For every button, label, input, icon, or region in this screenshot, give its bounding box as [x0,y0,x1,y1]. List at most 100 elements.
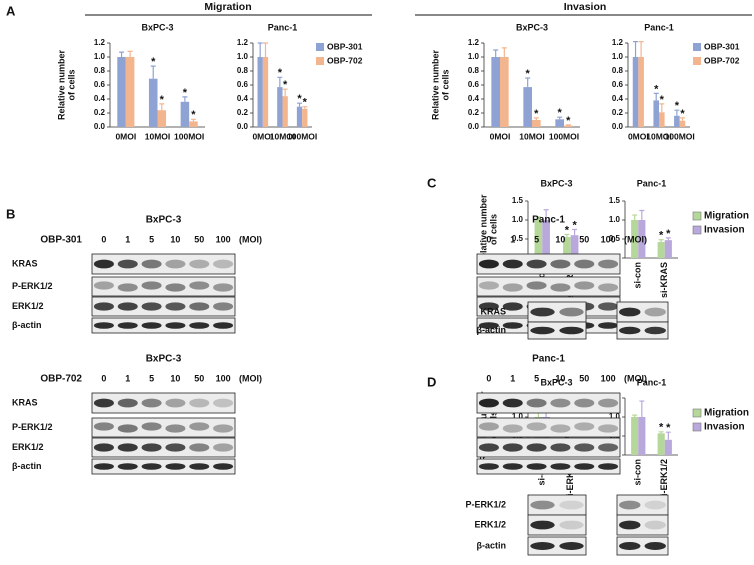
blot-band [526,463,547,470]
bar [296,106,303,127]
blot-band [502,463,523,470]
blot-band [213,259,234,269]
significance-star: * [680,108,685,120]
error-bar [565,124,571,126]
significance-star: * [675,100,680,112]
significance-star: * [278,67,283,79]
significance-star: * [151,56,156,68]
x-tick-label: 10MOI [646,131,672,141]
blot-band [141,322,162,329]
blot-strip [91,458,236,475]
blot-strip [616,514,669,536]
blot-band [117,424,138,433]
lane-label: 1 [510,234,515,244]
blot-row-label: P-ERK1/2 [12,422,53,432]
lane-label: 100 [216,373,231,383]
error-bar [659,103,665,113]
panel-label: C [427,175,437,190]
lane-label: 10 [555,234,565,244]
error-bar [277,76,283,88]
chart-title: BxPC-3 [516,22,548,32]
lane-label: 1 [510,373,515,383]
bar [189,121,198,127]
error-bar [633,41,639,57]
y-tick-label: 1.0 [468,52,480,61]
blot-strip [476,437,621,458]
blot-band [530,307,555,317]
treatment-label: OBP-301 [40,235,82,246]
blot-band [93,322,114,329]
y-tick-label: 0.4 [237,94,249,103]
y-tick-label: 0.6 [612,80,624,89]
chart-title: Panc-1 [637,178,667,188]
blot-strip [476,392,621,414]
blot-band [598,322,619,329]
significance-star: * [160,94,165,106]
blot-band [213,322,234,329]
blot-strip [527,514,587,536]
y-tick-label: 1.2 [612,38,624,47]
y-tick-label: 0.2 [94,108,106,117]
blot-band [213,463,234,470]
error-bar [493,49,499,57]
blot-strip [91,392,236,414]
blot-band [478,398,499,408]
y-tick-label: 1.5 [609,196,621,205]
bar [657,242,665,258]
cell-line-title: Panc-1 [532,215,565,226]
blot-band [117,463,138,470]
blot-band [478,281,499,290]
y-tick-label: 1.0 [512,412,524,421]
bar [157,110,167,127]
lane-label: 100 [216,234,231,244]
blot-band [550,398,571,408]
significance-star: * [660,94,665,106]
bar [632,57,639,127]
bar [523,87,532,127]
legend-label: OBP-301 [327,41,363,51]
blot-row-label: β-actin [12,461,42,471]
blot-band [550,283,571,292]
blot-band [619,542,641,550]
bar [638,417,646,455]
significance-star: * [526,68,531,80]
blot-band [189,322,210,329]
blot-strip [616,321,669,340]
legend-label: Migration [704,211,749,222]
blot-band [165,424,186,433]
blot-band [598,259,619,269]
y-tick-label: 0.8 [237,66,249,75]
blot-band [502,443,523,452]
significance-star: * [183,87,188,99]
y-tick-label: 0.5 [512,234,524,243]
blot-band [117,398,138,408]
chart-title: BxPC-3 [141,22,173,32]
blot-band [213,302,234,311]
blot-row-label: β-actin [477,325,507,335]
error-bar [535,216,541,220]
error-bar [525,77,531,88]
y-tick-label: 0.0 [94,122,106,131]
y-tick-label: 1.0 [512,215,524,224]
x-tick-label: 100MOI [549,131,579,141]
blot-band [189,422,210,431]
blot-band [478,322,499,329]
blot-band [141,281,162,290]
blot-band [644,542,666,550]
bar [542,220,550,258]
blot-band [550,424,571,433]
error-bar [639,400,645,417]
blot-band [619,500,641,510]
blot-strip [476,417,621,438]
y-tick-label: 1.0 [237,52,249,61]
x-tick-label: 0MOI [252,131,273,141]
error-bar [658,431,664,434]
error-bar [632,414,638,417]
bar [125,57,135,127]
blot-band [117,302,138,311]
group-heading: Migration [204,1,251,13]
chart-title: Panc-1 [268,22,298,32]
y-tick-label: 0.6 [94,80,106,89]
x-tick-label: 10MOI [270,131,296,141]
error-bar [150,65,156,79]
